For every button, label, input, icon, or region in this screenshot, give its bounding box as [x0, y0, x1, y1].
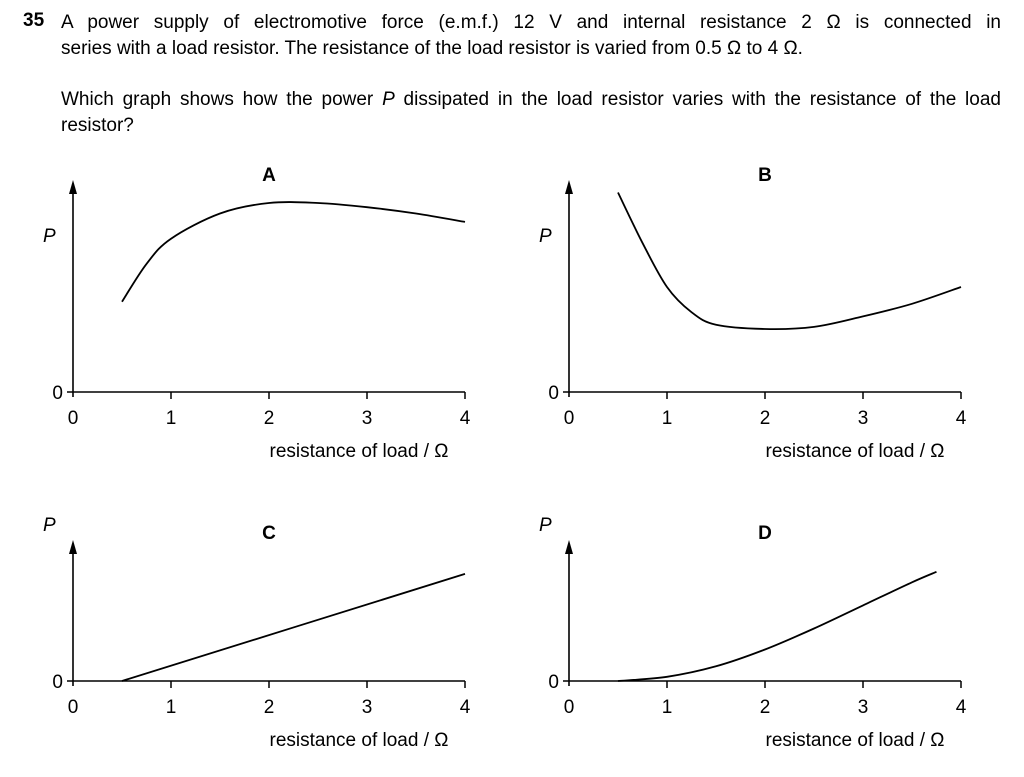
x-tick-label: 1	[662, 697, 673, 718]
x-tick-label: 3	[362, 697, 373, 718]
graph-title: C	[262, 523, 276, 544]
x-tick-label: 4	[956, 408, 967, 429]
x-tick-label: 0	[564, 697, 575, 718]
series-line	[122, 574, 465, 681]
x-axis-label: resistance of load / Ω	[270, 730, 449, 751]
y-tick-label: 0	[548, 672, 559, 693]
graph-title: A	[262, 165, 276, 186]
graph-a: A P 00 1 2 3 4 resistance of load / Ω	[43, 165, 471, 462]
y-tick-label: 0	[52, 672, 63, 693]
y-axis-label: P	[539, 226, 552, 247]
x-tick-label: 0	[68, 697, 79, 718]
x-tick-label: 0	[68, 408, 79, 429]
x-tick-label: 2	[760, 697, 771, 718]
y-axis-label: P	[43, 226, 56, 247]
graph-title: D	[758, 523, 772, 544]
x-tick-label: 4	[460, 697, 471, 718]
y-axis-arrow	[69, 540, 77, 554]
x-tick-label: 3	[858, 408, 869, 429]
y-axis-arrow	[565, 540, 573, 554]
series-line	[122, 202, 465, 302]
graph-d: D P 00 1 2 3 4 resistance of load / Ω	[539, 515, 967, 751]
x-axis-label: resistance of load / Ω	[766, 730, 945, 751]
y-axis-label: P	[539, 515, 552, 536]
x-tick-label: 2	[264, 408, 275, 429]
x-tick-label: 3	[362, 408, 373, 429]
x-tick-label: 1	[166, 408, 177, 429]
series-line	[618, 572, 937, 681]
y-axis-arrow	[69, 180, 77, 194]
graph-c: C P 00 1 2 3 4 resistance of load / Ω	[43, 515, 471, 751]
x-tick-label: 1	[662, 408, 673, 429]
x-axis-label: resistance of load / Ω	[270, 441, 449, 462]
x-tick-label: 1	[166, 697, 177, 718]
graph-b: B P 00 1 2 3 4 resistance of load / Ω	[539, 165, 967, 462]
x-tick-label: 2	[264, 697, 275, 718]
y-tick-label: 0	[52, 383, 63, 404]
graph-title: B	[758, 165, 772, 186]
x-tick-label: 4	[956, 697, 967, 718]
x-axis-label: resistance of load / Ω	[766, 441, 945, 462]
y-axis-arrow	[565, 180, 573, 194]
x-tick-label: 0	[564, 408, 575, 429]
y-tick-label: 0	[548, 383, 559, 404]
x-tick-label: 2	[760, 408, 771, 429]
x-tick-label: 3	[858, 697, 869, 718]
x-tick-label: 4	[460, 408, 471, 429]
y-axis-label: P	[43, 515, 56, 536]
series-line	[618, 193, 961, 330]
